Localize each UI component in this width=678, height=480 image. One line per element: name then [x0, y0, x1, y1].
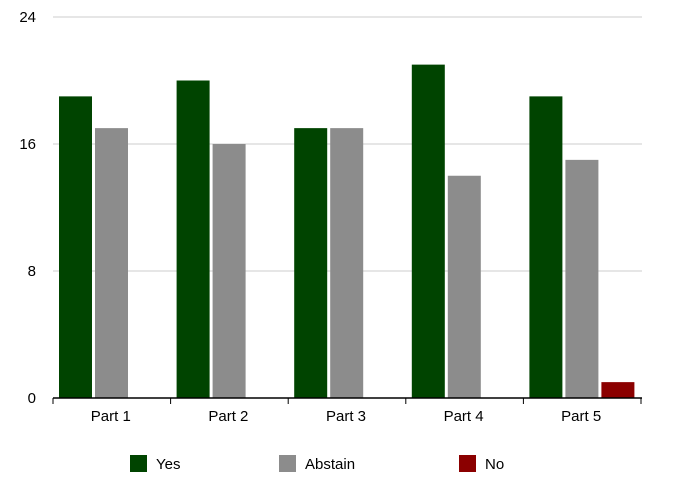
bar-abstain-part-4 — [447, 175, 481, 398]
bars — [59, 64, 635, 398]
y-tick-label: 24 — [19, 9, 36, 26]
legend: Yes Abstain No — [130, 455, 504, 473]
legend-label: No — [485, 456, 504, 473]
bar-abstain-part-5 — [565, 159, 599, 398]
bar-abstain-part-1 — [95, 128, 128, 398]
x-tick-label: Part 4 — [444, 408, 484, 425]
legend-item-abstain: Abstain — [279, 455, 355, 473]
x-tick-label: Part 5 — [561, 408, 601, 425]
bar-yes-part-1 — [59, 96, 92, 398]
y-tick-label: 8 — [28, 263, 36, 280]
x-axis-ticks: Part 1 Part 2 Part 3 Part 4 Part 5 — [91, 408, 601, 425]
x-axis — [52, 397, 642, 404]
x-tick-label: Part 2 — [208, 408, 248, 425]
bar-yes-part-5 — [529, 96, 563, 398]
x-tick-label: Part 1 — [91, 408, 131, 425]
legend-item-yes: Yes — [130, 455, 180, 473]
y-axis-ticks: 0 8 16 24 — [19, 9, 36, 407]
y-tick-label: 16 — [19, 136, 36, 153]
bar-yes-part-2 — [176, 80, 210, 398]
legend-swatch — [279, 455, 296, 472]
legend-item-no: No — [459, 455, 504, 473]
legend-swatch — [130, 455, 147, 472]
bar-abstain-part-3 — [330, 128, 364, 398]
x-tick-label: Part 3 — [326, 408, 366, 425]
bar-yes-part-3 — [294, 128, 328, 398]
bar-no-part-5 — [601, 382, 635, 398]
bar-yes-part-4 — [411, 64, 445, 398]
legend-swatch — [459, 455, 476, 472]
y-tick-label: 0 — [28, 390, 36, 407]
legend-label: Abstain — [305, 456, 355, 473]
bar-abstain-part-2 — [212, 144, 246, 398]
legend-label: Yes — [156, 456, 180, 473]
